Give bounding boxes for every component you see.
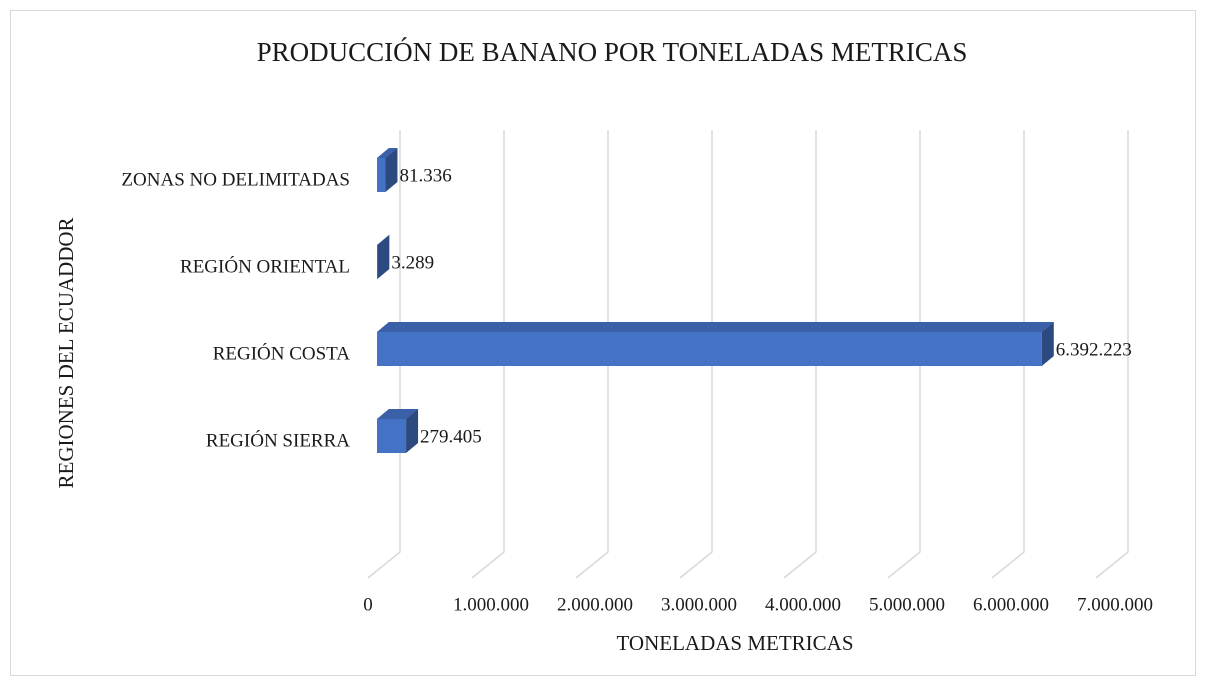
grid-line xyxy=(991,130,1025,579)
y-tick-label: ZONAS NO DELIMITADAS xyxy=(121,169,350,190)
data-label: 6.392.223 xyxy=(1056,339,1132,360)
data-label: 279.405 xyxy=(420,426,482,447)
grid-line xyxy=(575,130,609,579)
grid-line xyxy=(783,130,817,579)
y-axis-label: REGIONES DEL ECUADDOR xyxy=(54,217,78,488)
bar xyxy=(377,409,419,453)
y-tick-label: REGIÓN ORIENTAL xyxy=(180,255,350,277)
bar-side xyxy=(377,235,390,279)
bar-top xyxy=(377,235,390,245)
grid-line xyxy=(887,130,921,579)
x-tick-label: 1.000.000 xyxy=(453,594,529,615)
x-tick-label: 2.000.000 xyxy=(557,594,633,615)
bar xyxy=(377,322,1054,366)
x-tick-label: 7.000.000 xyxy=(1077,594,1153,615)
x-tick-label: 6.000.000 xyxy=(973,594,1049,615)
bar-side xyxy=(385,148,398,192)
chart-title: PRODUCCIÓN DE BANANO POR TONELADAS METRI… xyxy=(257,37,968,67)
data-label: 3.289 xyxy=(391,252,434,273)
bar-top xyxy=(377,409,419,419)
x-tick-label: 5.000.000 xyxy=(869,594,945,615)
y-tick-label: REGIÓN COSTA xyxy=(213,342,351,364)
x-tick-label: 4.000.000 xyxy=(765,594,841,615)
x-axis-label: TONELADAS METRICAS xyxy=(616,631,853,655)
y-tick-label: REGIÓN SIERRA xyxy=(206,429,350,451)
grid-line xyxy=(679,130,713,579)
grid-line xyxy=(471,130,505,579)
x-tick-label: 0 xyxy=(363,594,373,615)
bar-side xyxy=(406,409,419,453)
data-label: 81.336 xyxy=(399,165,451,186)
grid-line xyxy=(1095,130,1129,579)
bar-side xyxy=(1041,322,1054,366)
bar xyxy=(377,148,398,192)
x-tick-label: 3.000.000 xyxy=(661,594,737,615)
bar-top xyxy=(377,322,1054,332)
grid-line xyxy=(367,130,401,579)
bar-top xyxy=(377,148,398,158)
